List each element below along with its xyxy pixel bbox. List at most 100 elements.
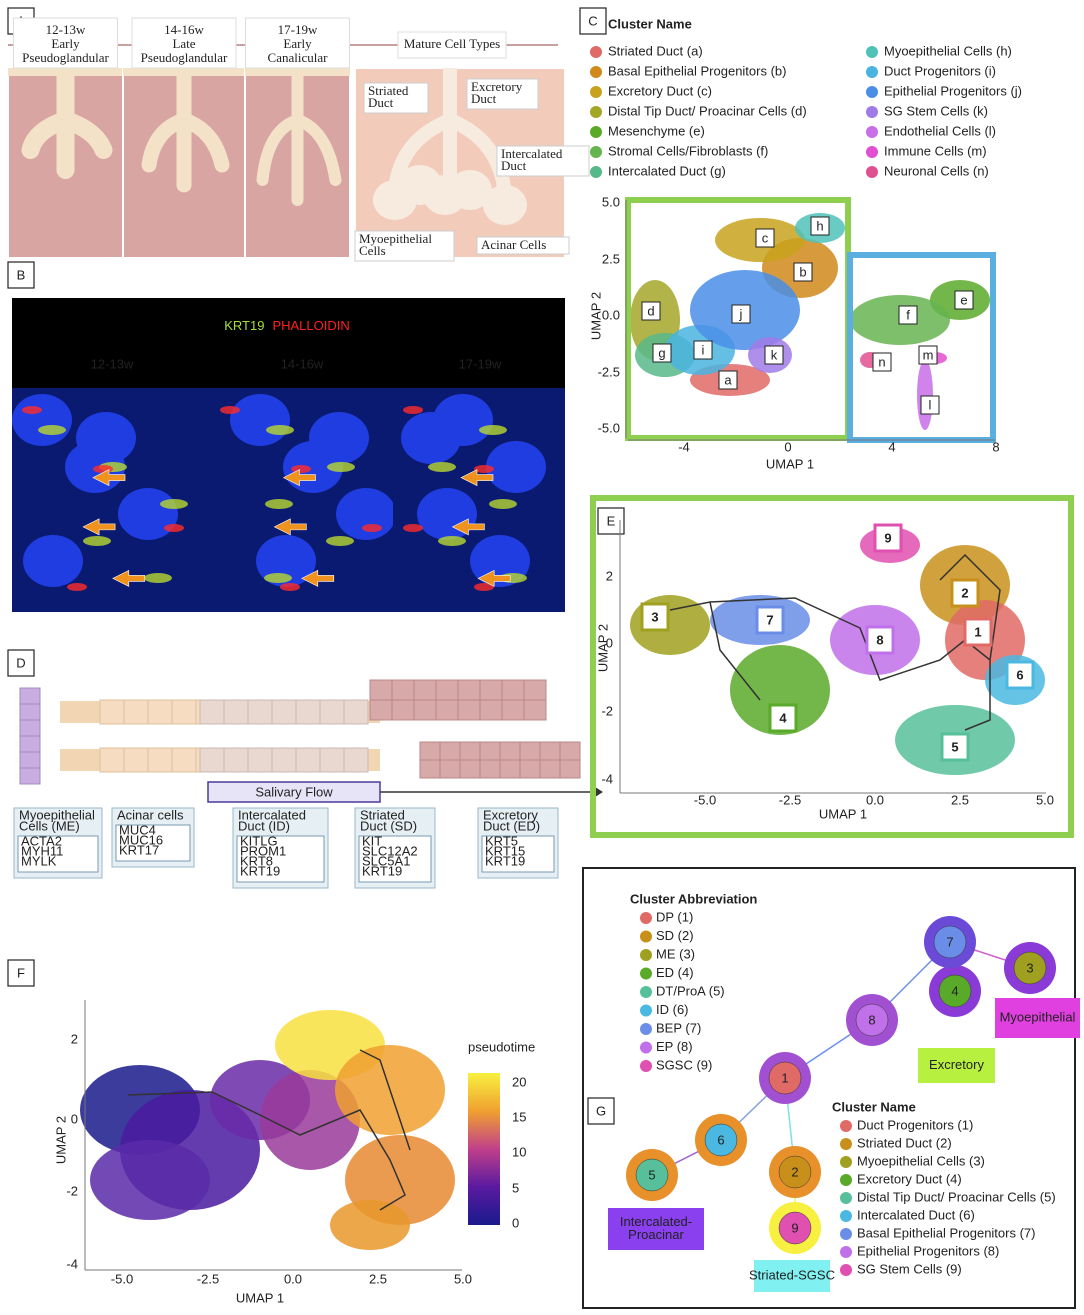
legend-label: Neuronal Cells (n): [884, 163, 989, 178]
group-label-box: [608, 1208, 704, 1250]
cluster-label-box: [640, 602, 670, 632]
y-tick-label: -4: [66, 1256, 78, 1271]
node-core: [704, 1123, 738, 1157]
ed-cell: [519, 741, 541, 761]
cluster-label: 6: [1016, 667, 1023, 682]
legend-swatch: [640, 1041, 652, 1054]
legend-label: Excretory Duct (c): [608, 83, 712, 98]
colorbar: [468, 1073, 500, 1225]
group-label-box: [754, 1260, 830, 1292]
stain-name: PHALLOIDIN: [272, 318, 349, 333]
group-label: Intercalated-: [620, 1214, 692, 1229]
x-tick-label: -5.0: [111, 1271, 133, 1286]
y-axis-label: UMAP 2: [53, 1116, 68, 1164]
krt19-signal: [428, 462, 456, 472]
legend-label: Striated Duct (2): [857, 1135, 952, 1150]
trajectory: [669, 553, 1001, 731]
marker-gene: MUC4: [119, 822, 156, 837]
pseudotime-cloud: [330, 1200, 410, 1250]
group-label-box: [918, 1048, 995, 1083]
cluster-cloud: [917, 360, 933, 430]
node-core: [635, 1158, 669, 1192]
box-title: Striated: [360, 807, 405, 822]
panel-letter-box: [7, 261, 35, 289]
cluster-label-box: [873, 523, 903, 553]
stain-title: KRT19 PHALLOIDIN: [224, 318, 350, 333]
legend-swatch: [866, 106, 878, 118]
x-tick-label: 0.0: [284, 1271, 302, 1286]
sd-cell: [319, 747, 345, 773]
legend-swatch: [840, 1192, 852, 1204]
cluster-label: 5: [951, 739, 958, 754]
marker-gene: MYH11: [21, 843, 63, 858]
group-label: Excretory: [929, 1057, 984, 1072]
ed-cell: [457, 699, 481, 721]
marker-gene: KRT19: [240, 863, 280, 878]
label-box: [363, 82, 429, 114]
legend-label: SG Stem Cells (9): [857, 1261, 962, 1276]
legend-swatch: [590, 106, 602, 118]
stage-age: 14-16w: [164, 22, 204, 37]
id-cell: [123, 699, 149, 725]
cluster-label-box: [793, 262, 813, 282]
marker-list: [17, 835, 99, 873]
stain-name: KRT19: [224, 318, 264, 333]
id-cell: [99, 699, 125, 725]
colorbar-tick: 10: [512, 1144, 526, 1159]
id-cell: [123, 747, 149, 773]
cluster-label: d: [647, 303, 654, 318]
cell-type-label: Intercalated: [501, 146, 563, 161]
id-cell: [99, 747, 125, 773]
legend-label: Excretory Duct (4): [857, 1171, 962, 1186]
x-tick-label: 2.5: [951, 792, 969, 807]
box-title: Duct (ID): [238, 818, 290, 833]
acinus: [398, 165, 442, 205]
ed-cell: [479, 699, 503, 721]
sd-cell: [271, 747, 297, 773]
x-axis-label: UMAP 1: [819, 806, 867, 821]
tissue-blob: [401, 412, 461, 464]
y-axis-label: UMAP 2: [588, 292, 603, 340]
x-tick-label: -2.5: [779, 792, 801, 807]
node-label: 1: [781, 1070, 788, 1085]
legend-swatch: [590, 86, 602, 98]
y-tick-label: -4: [601, 771, 613, 786]
marker-gene: KRT8: [240, 853, 273, 868]
marker-gene: PROM1: [240, 843, 286, 858]
cell-type-label: Duct: [471, 91, 497, 106]
node-label: 8: [868, 1012, 875, 1027]
ed-cell: [369, 679, 393, 701]
ed-cell: [499, 741, 521, 761]
pseudotime-cloud: [90, 1140, 210, 1220]
cluster-label: 3: [651, 609, 658, 624]
legend-label: Distal Tip Duct/ Proacinar Cells (5): [857, 1189, 1056, 1204]
cluster-label: h: [816, 218, 823, 233]
panel-letter-box: [7, 959, 35, 987]
arrow: [451, 518, 485, 536]
ed-cell: [439, 759, 461, 779]
cluster-label-box: [718, 370, 738, 390]
y-tick-label: -2.5: [598, 364, 620, 379]
marker-gene: SLC12A2: [362, 843, 418, 858]
cell-type-label: Acinar Cells: [481, 237, 546, 252]
box-title: Cells (ME): [19, 818, 80, 833]
flow-label: Salivary Flow: [255, 784, 333, 799]
tissue-blob: [486, 441, 546, 493]
node-label: 3: [1026, 960, 1033, 975]
x-tick-label: 5.0: [1036, 792, 1054, 807]
myoepithelial-cell: [19, 735, 41, 753]
stage-name: Early: [283, 36, 312, 51]
krt19-signal: [489, 499, 517, 509]
ed-cell: [479, 741, 501, 761]
sd-cell: [247, 699, 273, 725]
panel-letter: B: [17, 267, 26, 282]
legend-swatch: [640, 930, 652, 943]
legend-swatch: [840, 1174, 852, 1186]
arrow: [82, 518, 116, 536]
arrow: [112, 569, 146, 587]
arrow: [282, 469, 316, 487]
ed-cell: [391, 679, 415, 701]
legend-label: Intercalated Duct (g): [608, 163, 726, 178]
cluster-label-box: [652, 343, 672, 363]
ed-cell: [539, 759, 561, 779]
